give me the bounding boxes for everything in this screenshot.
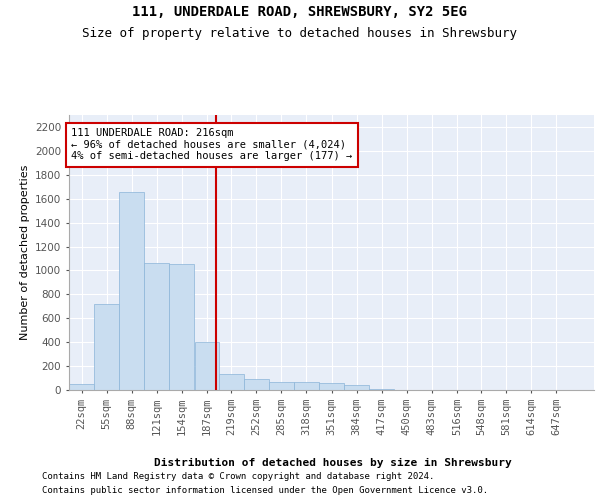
Text: Size of property relative to detached houses in Shrewsbury: Size of property relative to detached ho… xyxy=(83,28,517,40)
Bar xyxy=(294,382,319,390)
Bar xyxy=(194,342,219,390)
Text: Distribution of detached houses by size in Shrewsbury: Distribution of detached houses by size … xyxy=(154,458,512,468)
Text: 111 UNDERDALE ROAD: 216sqm
← 96% of detached houses are smaller (4,024)
4% of se: 111 UNDERDALE ROAD: 216sqm ← 96% of deta… xyxy=(71,128,353,162)
Bar xyxy=(69,384,94,390)
Bar xyxy=(94,304,119,390)
Bar xyxy=(344,385,369,390)
Y-axis label: Number of detached properties: Number of detached properties xyxy=(20,165,29,340)
Bar xyxy=(145,264,169,390)
Text: 111, UNDERDALE ROAD, SHREWSBURY, SY2 5EG: 111, UNDERDALE ROAD, SHREWSBURY, SY2 5EG xyxy=(133,5,467,19)
Bar xyxy=(269,382,294,390)
Bar xyxy=(244,379,269,390)
Text: Contains HM Land Registry data © Crown copyright and database right 2024.: Contains HM Land Registry data © Crown c… xyxy=(42,472,434,481)
Bar xyxy=(169,264,194,390)
Text: Contains public sector information licensed under the Open Government Licence v3: Contains public sector information licen… xyxy=(42,486,488,495)
Bar xyxy=(319,383,344,390)
Bar xyxy=(219,374,244,390)
Bar xyxy=(119,192,144,390)
